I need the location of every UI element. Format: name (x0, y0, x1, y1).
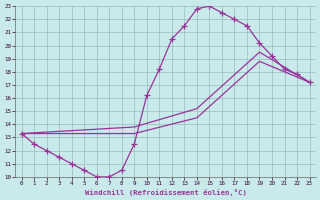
X-axis label: Windchill (Refroidissement éolien,°C): Windchill (Refroidissement éolien,°C) (85, 189, 246, 196)
